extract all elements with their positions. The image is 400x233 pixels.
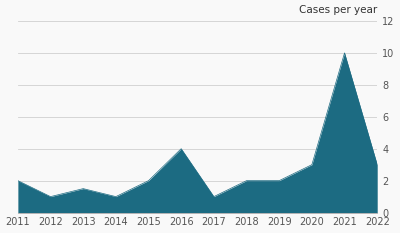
Text: Cases per year: Cases per year [299,5,377,15]
